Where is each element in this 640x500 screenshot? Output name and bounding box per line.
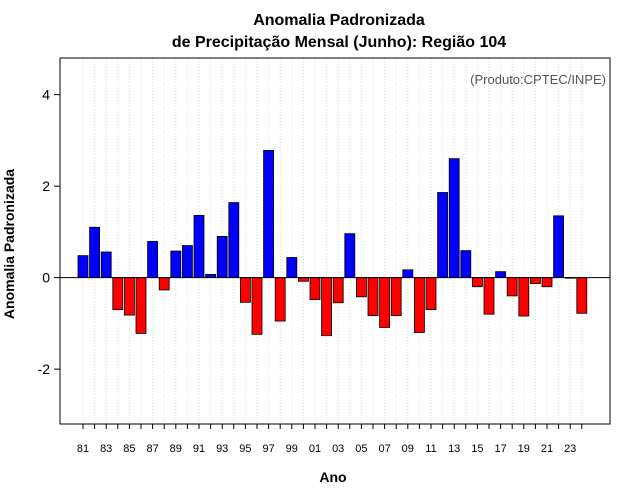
- grid-lines: [82, 58, 583, 424]
- bar-2003: [332, 277, 344, 304]
- bar-1998: [274, 277, 286, 322]
- y-axis: -2 0 2 4: [38, 87, 60, 377]
- bar-2015: [471, 277, 483, 288]
- bar-1993: [216, 236, 228, 279]
- y-tick-label: -2: [38, 361, 51, 377]
- x-tick-label: 21: [541, 443, 553, 455]
- bar-1997: [263, 150, 275, 278]
- bar-2021: [541, 277, 553, 288]
- bar-2006: [367, 277, 379, 316]
- y-tick-label: 2: [42, 178, 50, 194]
- x-tick-label: 09: [402, 443, 414, 455]
- chart-title: Anomalia Padronizada: [253, 12, 425, 29]
- x-tick-label: 89: [170, 443, 182, 455]
- bar-2000: [297, 277, 309, 282]
- bar-1984: [112, 277, 124, 311]
- x-tick-label: 93: [216, 443, 228, 455]
- y-axis-title: Anomalia Padronizada: [1, 169, 17, 319]
- bar-2020: [530, 277, 541, 284]
- x-tick-label: 87: [146, 443, 158, 455]
- bar-1986: [135, 277, 147, 334]
- bar-1991: [193, 214, 205, 279]
- bar-2012: [437, 192, 449, 279]
- bar-2010: [413, 277, 425, 333]
- plot-frame: [59, 57, 611, 425]
- y-tick-label: 4: [42, 87, 50, 103]
- bar-2017: [495, 271, 507, 278]
- bar-2011: [425, 277, 437, 311]
- x-tick-label: 23: [564, 443, 576, 455]
- credit-label: (Produto:CPTEC/INPE): [470, 72, 606, 87]
- bar-1987: [147, 241, 159, 279]
- x-tick-label: 19: [518, 443, 530, 455]
- bar-1999: [286, 257, 298, 279]
- bar-1990: [181, 245, 193, 278]
- x-tick-label: 95: [239, 443, 251, 455]
- bar-1981: [77, 255, 89, 278]
- bar-2002: [321, 277, 333, 337]
- x-tick-label: 05: [355, 443, 367, 455]
- bar-2001: [309, 277, 321, 300]
- bar-2004: [344, 233, 356, 278]
- x-tick-label: 83: [100, 443, 112, 455]
- bar-1996: [251, 277, 263, 335]
- x-axis: 81 83 85 87 89 91 93 95 97 99 01 03 05 07 09 11 13 15 17 19…: [77, 424, 583, 455]
- bar-1985: [124, 277, 135, 316]
- x-tick-label: 85: [123, 443, 135, 455]
- bar-1994: [228, 202, 240, 279]
- x-tick-label: 15: [471, 443, 483, 455]
- x-tick-label: 17: [494, 443, 506, 455]
- x-tick-label: 97: [262, 443, 274, 455]
- bar-2008: [390, 277, 402, 316]
- chart-subtitle: de Precipitação Mensal (Junho): Região 1…: [172, 34, 506, 51]
- bar-2024: [576, 277, 588, 314]
- bars: [77, 150, 588, 337]
- x-tick-label: 91: [193, 443, 205, 455]
- x-tick-label: 13: [448, 443, 460, 455]
- bar-1988: [158, 277, 170, 291]
- x-tick-label: 07: [378, 443, 390, 455]
- bar-1983: [100, 251, 112, 278]
- bar-2009: [402, 269, 414, 279]
- bar-2018: [506, 277, 518, 297]
- x-tick-label: 03: [332, 443, 344, 455]
- x-axis-title: Ano: [319, 469, 346, 485]
- x-tick-label: 81: [77, 443, 89, 455]
- bar-1982: [89, 226, 100, 278]
- x-tick-label: 01: [309, 443, 321, 455]
- bar-2019: [518, 277, 530, 317]
- bar-2016: [483, 277, 495, 315]
- bar-2007: [379, 277, 391, 328]
- bar-1989: [170, 250, 182, 279]
- bar-2014: [460, 250, 472, 278]
- x-tick-label: 11: [425, 443, 436, 455]
- bar-2022: [553, 215, 564, 278]
- bar-1995: [239, 277, 251, 303]
- bar-2013: [448, 158, 460, 278]
- y-tick-label: 0: [42, 270, 50, 286]
- bar-2005: [355, 277, 367, 298]
- x-tick-label: 99: [286, 443, 298, 455]
